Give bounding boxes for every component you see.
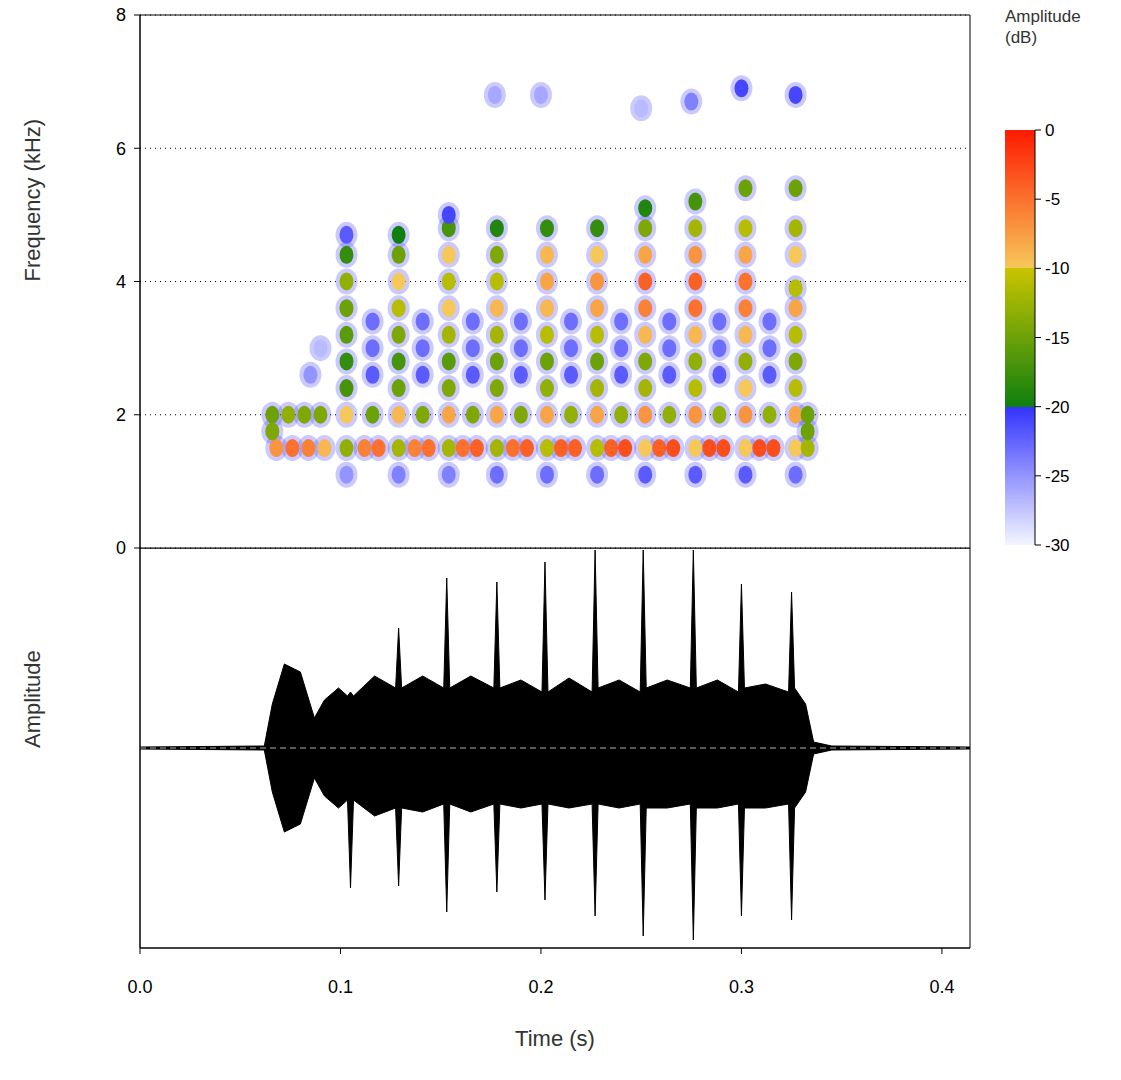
svg-text:-5: -5 [1045, 190, 1060, 209]
svg-text:-30: -30 [1045, 536, 1070, 555]
svg-text:2: 2 [116, 405, 126, 425]
svg-text:-20: -20 [1045, 398, 1070, 417]
svg-text:6: 6 [116, 139, 126, 159]
svg-text:0.4: 0.4 [929, 977, 954, 997]
svg-text:Amplitude: Amplitude [1005, 7, 1081, 26]
svg-text:0.3: 0.3 [729, 977, 754, 997]
svg-text:0: 0 [1045, 121, 1054, 140]
svg-text:Frequency (kHz): Frequency (kHz) [20, 119, 45, 282]
svg-text:-10: -10 [1045, 259, 1070, 278]
svg-text:Amplitude: Amplitude [20, 650, 45, 748]
svg-text:0: 0 [116, 538, 126, 558]
svg-text:0.1: 0.1 [328, 977, 353, 997]
svg-text:-15: -15 [1045, 329, 1070, 348]
svg-text:-25: -25 [1045, 467, 1070, 486]
svg-text:0.2: 0.2 [528, 977, 553, 997]
svg-text:8: 8 [116, 5, 126, 25]
svg-text:0.0: 0.0 [127, 977, 152, 997]
svg-text:(dB): (dB) [1005, 28, 1037, 47]
svg-text:4: 4 [116, 272, 126, 292]
svg-text:Time (s): Time (s) [515, 1026, 595, 1051]
